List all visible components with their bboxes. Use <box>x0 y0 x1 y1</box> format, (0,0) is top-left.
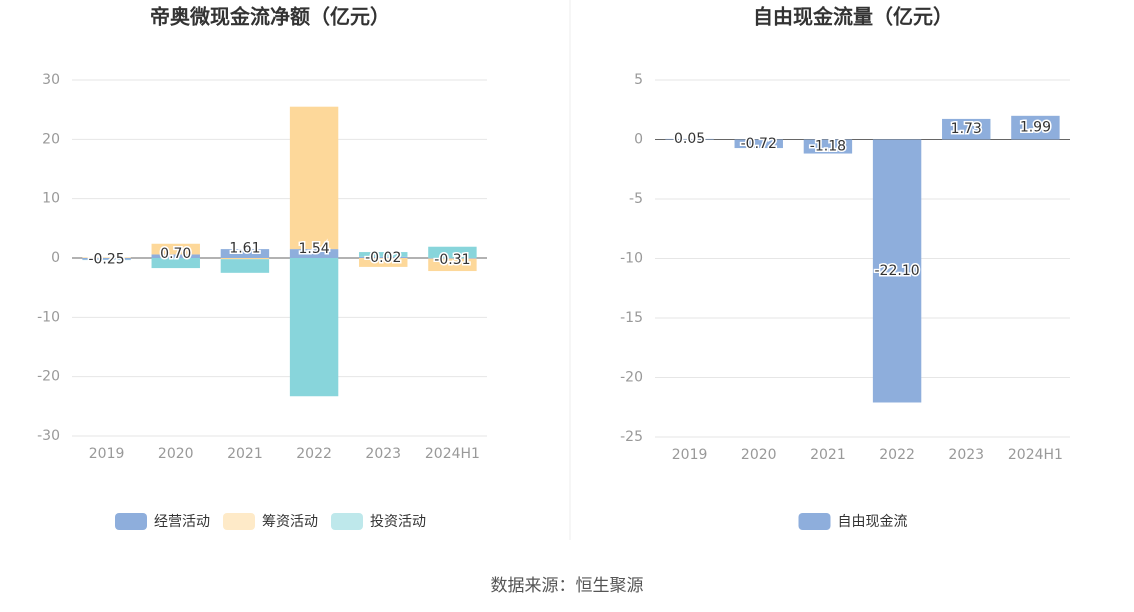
y-tick-label: -10 <box>37 309 60 325</box>
bar <box>734 139 783 149</box>
y-tick-label: 30 <box>42 72 60 88</box>
x-tick-label: 2024H1 <box>425 446 480 462</box>
bar <box>359 258 408 267</box>
chart-title: 自由现金流量（亿元） <box>753 5 953 29</box>
legend-swatch <box>798 513 831 530</box>
y-tick-label: -30 <box>37 428 60 444</box>
bar <box>220 249 270 258</box>
bar <box>151 254 200 258</box>
x-tick-label: 2021 <box>810 447 846 463</box>
data-label: -0.02 <box>365 250 401 266</box>
y-tick-label: 0 <box>51 250 60 266</box>
x-tick-label: 2019 <box>672 447 708 463</box>
y-tick-label: -20 <box>37 369 60 385</box>
bar <box>220 258 270 260</box>
bar <box>82 258 131 260</box>
x-tick-label: 2021 <box>227 446 263 462</box>
data-label: 1.73 <box>951 121 982 137</box>
y-tick-label: 20 <box>42 131 60 147</box>
y-tick-label: -10 <box>620 251 643 267</box>
bar <box>428 258 477 272</box>
y-tick-label: -20 <box>620 370 643 386</box>
x-tick-label: 2022 <box>296 446 332 462</box>
bar <box>359 256 408 258</box>
bar <box>665 138 714 140</box>
legend-swatch <box>331 513 363 530</box>
x-tick-label: 2020 <box>741 447 777 463</box>
bar <box>803 139 853 154</box>
data-label: -0.31 <box>434 252 470 268</box>
bar <box>289 258 339 397</box>
bar <box>289 106 339 250</box>
legend-label: 投资活动 <box>370 514 426 530</box>
chart-title: 帝奥微现金流净额（亿元） <box>150 5 390 29</box>
legend-label: 经营活动 <box>154 514 210 530</box>
bar <box>151 243 200 255</box>
bar <box>428 246 477 258</box>
y-tick-label: 0 <box>634 132 643 148</box>
data-label: 1.54 <box>298 241 329 257</box>
bar <box>872 139 922 403</box>
bar <box>289 249 339 258</box>
y-tick-label: -5 <box>629 191 643 207</box>
bar <box>1011 115 1060 140</box>
data-label: -0.72 <box>741 136 777 152</box>
y-tick-label: 5 <box>634 72 643 88</box>
data-label: 0.70 <box>160 246 191 262</box>
bar <box>942 118 991 140</box>
data-label: 1.61 <box>229 240 260 256</box>
data-label: -0.25 <box>88 251 124 267</box>
y-tick-label: -15 <box>620 310 643 326</box>
legend-label: 筹资活动 <box>262 513 318 530</box>
bar <box>359 252 408 257</box>
x-tick-label: 2020 <box>158 446 194 462</box>
legend-swatch <box>115 513 147 530</box>
data-label: -22.10 <box>875 263 920 279</box>
bar <box>151 258 200 269</box>
bar <box>220 259 270 273</box>
x-tick-label: 2022 <box>879 447 915 463</box>
bar <box>428 258 477 259</box>
y-tick-label: 10 <box>42 191 60 207</box>
y-tick-label: -25 <box>620 429 643 445</box>
source: 数据来源：恒生聚源 <box>491 576 644 596</box>
x-tick-label: 2023 <box>948 447 984 463</box>
legend-swatch <box>223 513 255 530</box>
x-tick-label: 2019 <box>89 446 125 462</box>
data-label: 0.05 <box>674 131 705 147</box>
data-label: 1.99 <box>1020 120 1051 136</box>
x-tick-label: 2023 <box>365 446 401 462</box>
data-label: -1.18 <box>810 139 846 155</box>
bar <box>82 257 131 258</box>
x-tick-label: 2024H1 <box>1008 447 1063 463</box>
legend-label: 自由现金流 <box>838 514 908 530</box>
